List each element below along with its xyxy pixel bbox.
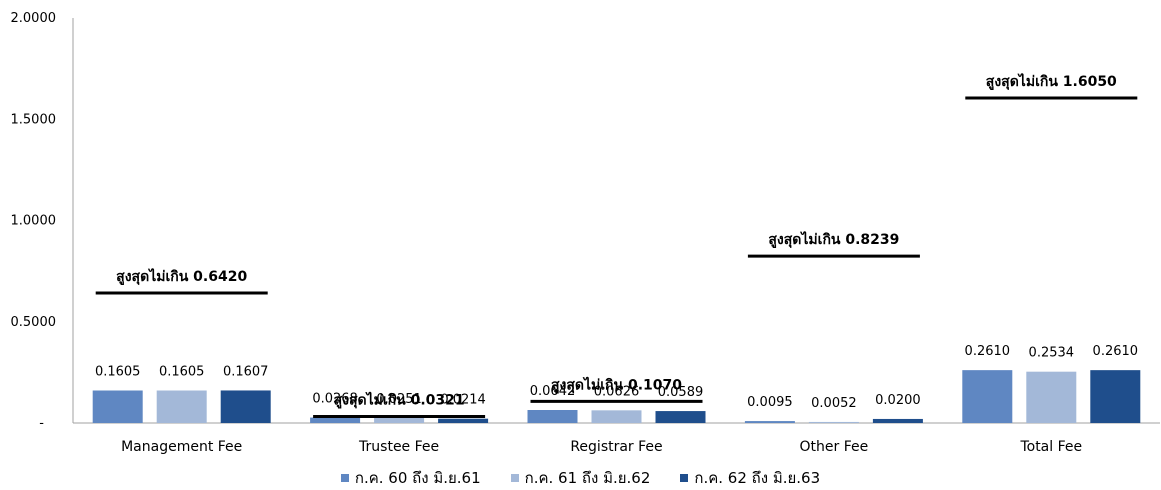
- limit-label: สูงสุดไม่เกิน 1.6050: [986, 72, 1117, 90]
- y-tick-label: 1.5000: [11, 112, 57, 127]
- legend-swatch: [510, 474, 519, 482]
- bar: [374, 417, 425, 423]
- bar: [1026, 371, 1077, 423]
- data-label: 0.0251: [376, 392, 422, 407]
- legend-item: ก.ค. 60 ถึง มิ.ย.61: [340, 466, 481, 490]
- bar: [527, 409, 578, 423]
- legend-label: ก.ค. 62 ถึง มิ.ย.63: [694, 469, 821, 487]
- bar: [872, 418, 923, 423]
- bar: [655, 411, 706, 423]
- bar: [310, 417, 361, 423]
- bars: 0.1605 0.1605 0.1607 0.0268 0.0251 0.0214 0.06…: [92, 344, 1141, 423]
- y-tick-label: -: [39, 416, 44, 431]
- limit-lines: สูงสุดไม่เกิน 0.6420 สูงสุดไม่เกิน 0.0321…: [95, 72, 1138, 418]
- x-tick-label: Total Fee: [1019, 439, 1082, 455]
- data-label: 0.1605: [159, 364, 205, 379]
- legend-swatch: [340, 474, 349, 482]
- data-label: 0.0052: [811, 396, 857, 411]
- y-tick-label: 0.5000: [11, 315, 57, 330]
- bar: [1090, 370, 1141, 423]
- bar: [808, 421, 859, 423]
- x-tick-label: Management Fee: [121, 439, 242, 455]
- y-tick-label: 1.0000: [11, 214, 57, 229]
- legend-label: ก.ค. 60 ถึง มิ.ย.61: [354, 469, 481, 487]
- limit-label: สูงสุดไม่เกิน 0.8239: [768, 230, 899, 248]
- bar: [156, 390, 207, 423]
- data-label: 0.1607: [223, 364, 269, 379]
- data-label: 0.0200: [875, 393, 921, 408]
- data-label: 0.2534: [1029, 346, 1075, 361]
- data-label: 0.2610: [1093, 344, 1139, 359]
- fee-bar-chart: - 0.5000 1.0000 1.5000 2.0000 Management Fee T…: [11, 11, 1160, 455]
- data-label: 0.0095: [747, 395, 793, 410]
- data-label: 0.0589: [658, 385, 704, 400]
- data-label: 0.0268: [312, 392, 358, 407]
- legend-item: ก.ค. 62 ถึง มิ.ย.63: [680, 466, 820, 490]
- axes: - 0.5000 1.0000 1.5000 2.0000 Management Fee T…: [11, 11, 1160, 455]
- data-label: 0.0214: [440, 393, 486, 408]
- bar: [962, 370, 1013, 423]
- x-tick-label: Other Fee: [800, 439, 869, 455]
- x-tick-label: Trustee Fee: [358, 439, 439, 455]
- legend: ก.ค. 60 ถึง มิ.ย.61 ก.ค. 61 ถึง มิ.ย.62 ก.…: [0, 466, 1161, 490]
- legend-label: ก.ค. 61 ถึง มิ.ย.62: [524, 469, 651, 487]
- bar: [220, 390, 271, 423]
- bar: [591, 410, 642, 423]
- limit-label: สูงสุดไม่เกิน 0.1070: [551, 375, 682, 393]
- limit-label: สูงสุดไม่เกิน 0.0321: [334, 390, 465, 408]
- data-label: 0.1605: [95, 364, 141, 379]
- data-label: 0.0626: [594, 384, 640, 399]
- legend-item: ก.ค. 61 ถึง มิ.ย.62: [510, 466, 651, 490]
- data-label: 0.0642: [530, 384, 576, 399]
- bar: [744, 421, 795, 423]
- bar: [438, 418, 489, 423]
- x-tick-label: Registrar Fee: [570, 439, 662, 455]
- y-tick-label: 2.0000: [11, 11, 57, 26]
- data-label: 0.2610: [965, 344, 1011, 359]
- limit-label: สูงสุดไม่เกิน 0.6420: [116, 267, 247, 285]
- legend-swatch: [680, 474, 689, 482]
- bar: [92, 390, 143, 423]
